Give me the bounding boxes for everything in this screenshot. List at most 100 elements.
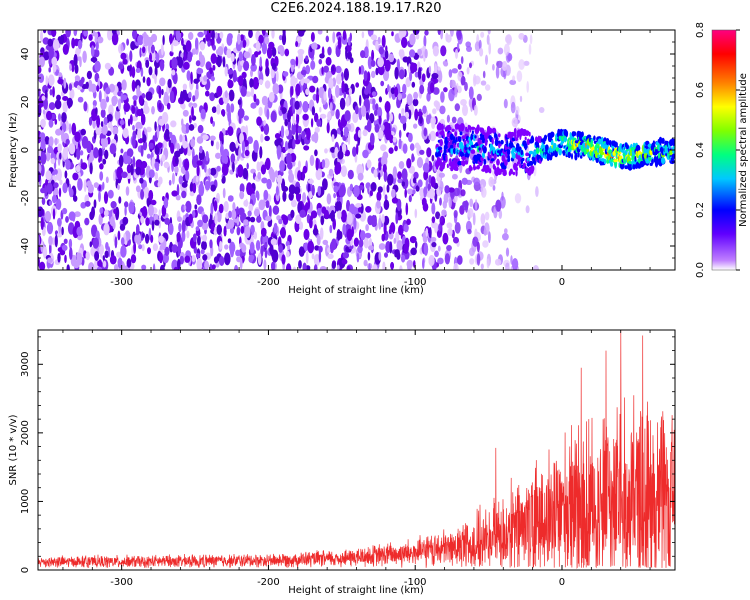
spectrogram-cell [184,255,191,263]
spectrogram-cell [296,112,300,125]
spectrogram-cell [255,40,261,52]
spectrogram-cell [48,119,54,128]
spectrogram-cell [493,152,497,160]
spectrogram-cell [227,195,234,202]
spectrogram-cell [122,127,129,139]
spectrogram-cell [439,166,444,171]
spectrogram-cell [327,111,332,121]
spectrogram-cell [178,175,183,185]
spectrogram-cell [389,113,394,122]
spectrogram-cell [528,160,534,166]
spectrogram-cell [329,102,333,111]
spectrogram-cell [430,116,437,125]
spectrogram-cell [213,256,219,264]
spectrogram-cell [184,158,190,171]
spectrogram-cell [54,99,62,110]
spectrogram-cell [434,250,439,258]
spectrogram-cell [179,255,184,265]
spectrogram-cell [446,245,452,251]
spectrogram-cell [265,200,270,209]
spectrogram-cell [625,144,630,150]
spectrogram-cell [378,243,386,250]
spectrogram-cell [228,210,232,218]
spectrogram-cell [229,241,236,254]
spectrogram-cell [169,90,175,103]
spectrogram-cell [533,150,537,156]
spectrogram-cell [238,147,242,159]
spectrogram-cell [282,215,289,226]
spectrogram-cell [417,179,423,188]
spectrogram-cell [82,50,87,63]
spectrogram-cell [232,69,237,83]
spectrogram-cell [373,168,378,178]
spectrogram-cell [200,108,206,120]
spectrogram-cell [259,146,263,159]
spectrogram-cell [189,191,195,197]
spectrogram-cell [382,261,386,270]
spectrogram-cell [305,88,310,96]
spectrogram-cell [100,98,107,111]
spectrogram-cell [57,143,62,153]
spectrogram-cell [219,240,223,250]
spectrogram-cell [249,241,255,254]
spectrogram-cell [413,171,419,179]
spectrogram-cell [328,168,334,177]
spectrogram-cell [62,147,68,160]
spectrogram-cell [221,109,226,116]
spectrogram-cell [71,37,76,49]
spectrogram-cell [164,91,168,98]
spectrogram-cell [347,51,352,60]
spectrogram-cell [410,62,416,74]
spectrogram-cell [360,105,367,117]
spectrogram-cell [100,121,104,127]
spectrogram-cell [305,55,309,62]
spectrogram-cell [208,167,211,176]
spectrogram-cell [140,216,145,224]
spectrogram-cell [102,181,105,190]
spectrogram-cell [210,53,217,64]
spectrogram-cell [360,230,366,241]
spectrogram-cell [431,72,439,80]
snr-series-line [38,330,675,569]
spectrogram-cell [437,146,443,151]
spectrogram-cell [409,71,413,82]
spectrogram-cell [188,124,195,131]
spectrogram-cell [535,186,539,198]
y-tick-label: 0 [20,567,31,573]
spectrogram-cell [68,238,73,249]
spectrogram-cell [98,184,102,191]
spectrogram-cell [403,223,409,233]
spectrogram-cell [163,161,170,169]
spectrogram-cell [263,259,267,270]
spectrogram-cell [253,231,257,240]
spectrogram-cell [322,239,329,246]
spectrogram-cell [518,59,525,70]
spectrogram-cell [453,210,458,218]
spectrogram-cell [210,184,216,192]
spectrogram-cell [171,244,178,253]
spectrogram-cell [177,56,183,69]
spectrogram-cell [336,229,341,241]
spectrogram-cell [182,83,188,91]
spectrogram-cell [428,188,435,200]
spectrogram-cell [448,187,455,193]
spectrogram-cell [446,163,449,169]
spectrogram-cell [89,211,95,221]
spectrogram-cell [394,249,400,256]
spectrogram-cell [210,76,215,82]
spectrogram-cell [284,119,289,127]
spectrogram-cell [236,206,239,215]
spectrogram-cell [306,127,311,141]
spectrogram-cell [374,123,380,133]
spectrogram-cell [182,140,188,149]
spectrogram-cell [290,85,294,96]
spectrogram-cell [377,186,383,193]
spectrogram-cell [163,197,169,209]
spectrogram-cell [196,136,204,144]
spectrogram-cell [216,224,222,235]
spectrogram-cell [123,102,130,112]
spectrogram-cell [451,128,455,132]
spectrogram-cell [525,205,530,214]
spectrogram-cell [135,166,142,176]
spectrogram-cell [388,53,395,63]
